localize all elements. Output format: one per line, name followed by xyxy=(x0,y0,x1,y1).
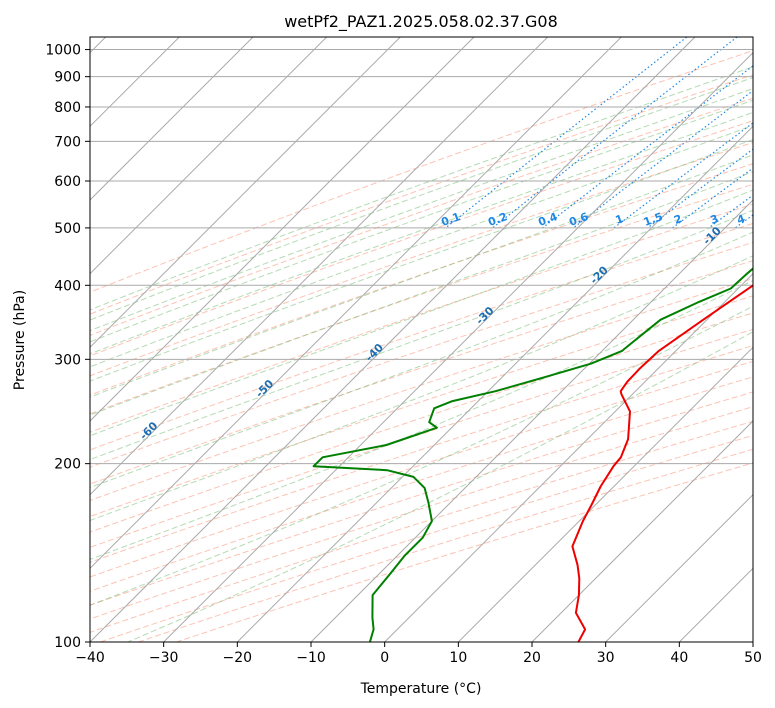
y-tick-label: 900 xyxy=(54,70,81,86)
mixing-ratio-label: 3 xyxy=(709,212,721,227)
y-tick-label: 300 xyxy=(54,352,81,368)
isotherm xyxy=(90,37,328,275)
isotherm xyxy=(90,37,254,201)
x-tick-label: 10 xyxy=(449,650,467,666)
isotherm xyxy=(90,37,549,496)
x-tick-label: −20 xyxy=(223,650,253,666)
mixing-ratio-line xyxy=(613,122,753,229)
y-tick-label: 500 xyxy=(54,221,81,237)
dry-adiabat xyxy=(90,203,753,433)
isotherm xyxy=(531,420,753,642)
mixing-ratio-label: 4 xyxy=(735,212,747,227)
x-tick-label: 20 xyxy=(523,650,541,666)
dry-adiabat xyxy=(90,391,753,606)
chart-title: wetPf2_PAZ1.2025.058.02.37.G08 xyxy=(284,12,558,32)
isotherm xyxy=(236,125,753,642)
mixing-ratio-lines xyxy=(445,37,753,229)
moist-adiabat xyxy=(90,189,753,437)
mixing-ratio-label: 0.1 xyxy=(439,210,462,229)
x-tick-label: 40 xyxy=(670,650,688,666)
dry-adiabat xyxy=(90,97,753,336)
isotherm xyxy=(90,37,475,422)
dry-adiabats xyxy=(90,50,753,642)
dry-adiabat xyxy=(90,183,753,415)
dry-adiabat xyxy=(90,142,753,377)
x-tick-label: 30 xyxy=(597,650,615,666)
x-tick-label: 50 xyxy=(744,650,762,666)
moist-adiabat xyxy=(90,76,753,321)
y-tick-label: 800 xyxy=(54,100,81,116)
isotherm xyxy=(90,37,402,349)
x-tick-label: −40 xyxy=(75,650,105,666)
mixing-ratio-label: 0.2 xyxy=(486,210,509,229)
pressure-gridlines xyxy=(90,49,753,642)
x-tick-label: −30 xyxy=(149,650,179,666)
isotherm xyxy=(90,37,696,642)
moist-adiabat xyxy=(90,124,753,368)
isotherm xyxy=(310,199,753,642)
plot-area: -100-90-80-70-60-50-40-30-20-10010203040… xyxy=(90,37,753,642)
moist-adiabat xyxy=(90,255,753,522)
x-tick-label: −10 xyxy=(296,650,326,666)
y-tick-label: 700 xyxy=(54,134,81,150)
moist-adiabat xyxy=(90,99,753,343)
dry-adiabat xyxy=(90,312,753,533)
dry-adiabat xyxy=(90,120,753,357)
isotherm xyxy=(604,493,753,642)
dry-adiabat xyxy=(90,50,753,293)
mixing-ratio-line xyxy=(445,37,688,229)
y-tick-label: 1000 xyxy=(45,43,81,59)
isotherms xyxy=(90,37,753,642)
moist-adiabat xyxy=(90,171,753,416)
x-tick-label: 0 xyxy=(380,650,389,666)
isotherm xyxy=(457,346,753,642)
x-axis-label: Temperature (°C) xyxy=(360,681,482,697)
y-axis: 100 200 300 400 500 600 700 800 900 1000 xyxy=(45,43,90,651)
profile-lines xyxy=(312,267,753,642)
dry-adiabat xyxy=(90,295,753,518)
moist-adiabat xyxy=(90,88,753,332)
mixing-ratio-label: 1.5 xyxy=(642,210,665,229)
isotherm xyxy=(383,272,753,642)
temperature-line xyxy=(571,284,753,642)
moist-adiabat xyxy=(90,138,753,382)
y-tick-label: 600 xyxy=(54,174,81,190)
dry-adiabat xyxy=(90,260,753,485)
mixing-ratio-line xyxy=(542,65,753,229)
mixing-ratio-label: 0.4 xyxy=(536,210,559,229)
mixing-ratio-label: 2 xyxy=(672,212,684,227)
dry-adiabat xyxy=(90,345,753,563)
y-axis-label: Pressure (hPa) xyxy=(12,290,28,390)
moist-adiabat xyxy=(90,111,753,355)
x-axis: −40 −30 −20 −10 0 10 20 30 40 50 xyxy=(75,642,762,666)
y-tick-label: 100 xyxy=(54,635,81,651)
isotherm xyxy=(90,37,623,570)
isotherm xyxy=(162,51,753,642)
dewpoint-line xyxy=(312,267,753,642)
mixing-ratio-line xyxy=(492,37,738,229)
mixing-ratio-label: 0.6 xyxy=(567,210,590,229)
mixing-ratio-labels: 0.10.20.40.611.52346810131620253036 xyxy=(439,210,747,229)
dry-adiabat xyxy=(90,241,753,468)
y-tick-label: 200 xyxy=(54,457,81,473)
mixing-ratio-label: 1 xyxy=(614,212,626,227)
y-tick-label: 400 xyxy=(54,278,81,294)
plot-frame xyxy=(89,36,754,643)
